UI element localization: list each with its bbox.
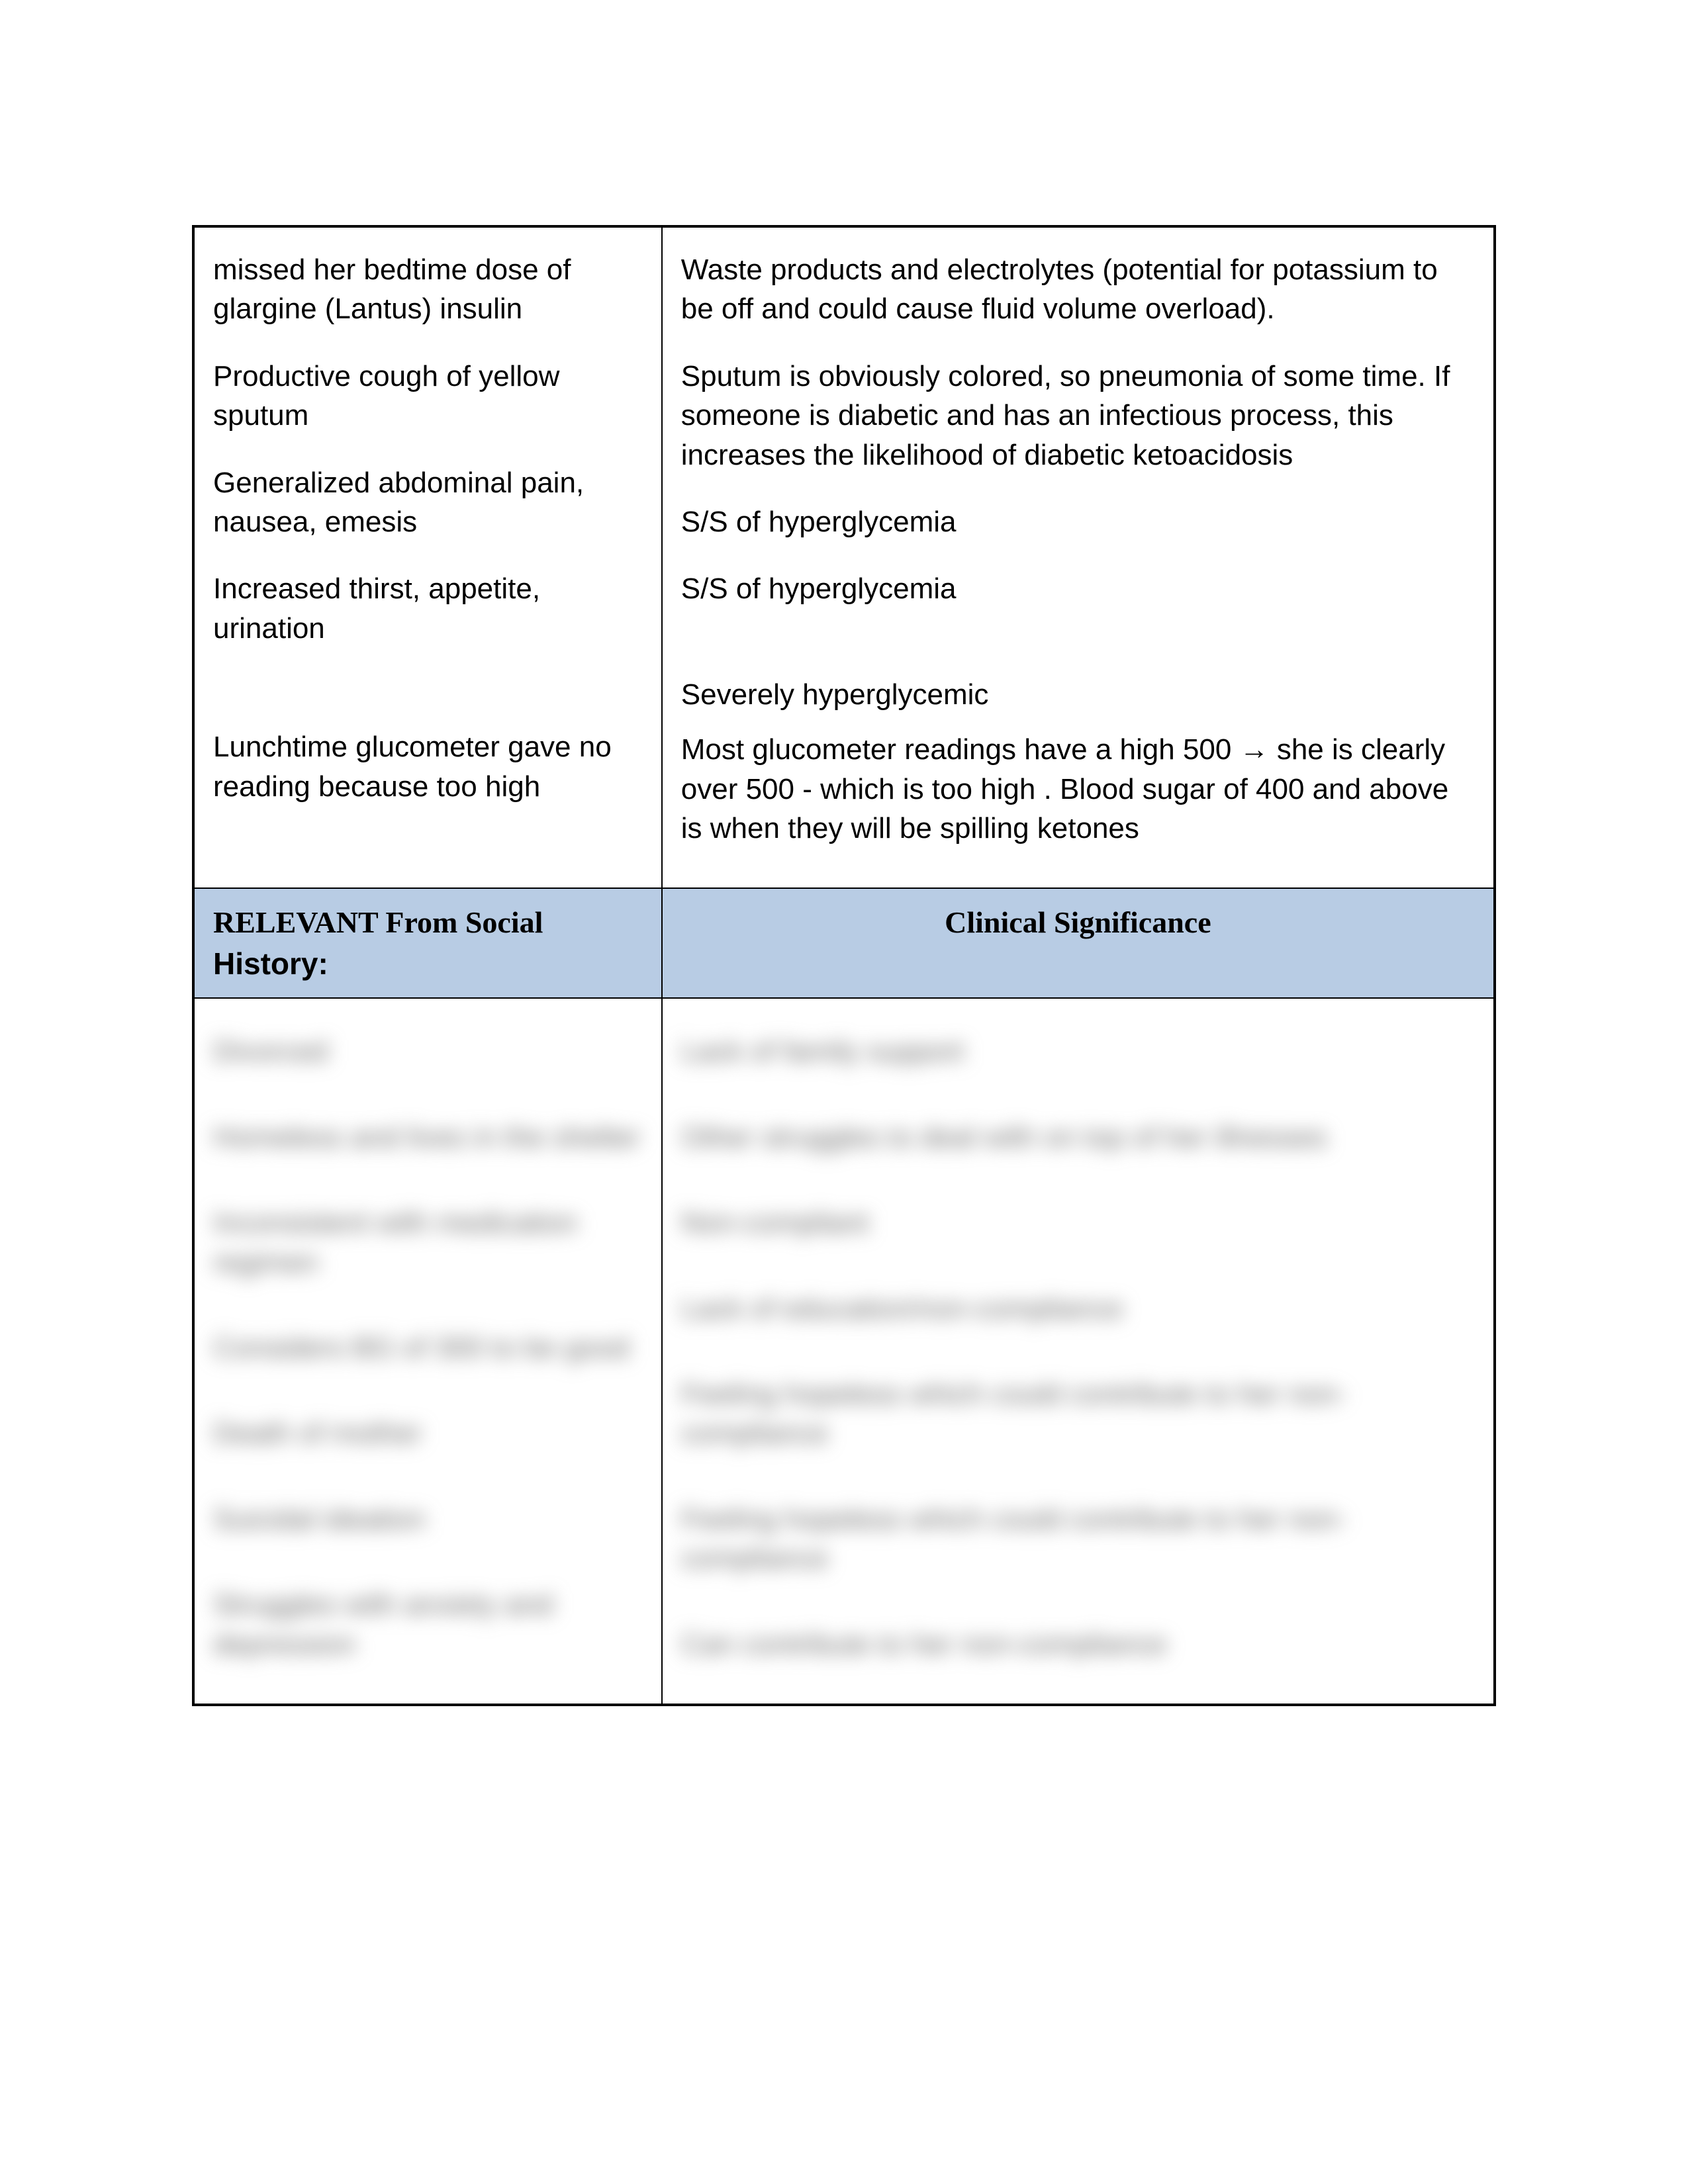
- clinical-table: missed her bedtime dose of glargine (Lan…: [192, 225, 1496, 1706]
- social-significance: Lack of education/non-compliance: [681, 1289, 1475, 1328]
- significance-text-extra: Most glucometer readings have a high 500…: [681, 730, 1475, 848]
- social-significance: Lack of family support: [681, 1032, 1475, 1071]
- significance-text: Waste products and electrolytes (potenti…: [681, 250, 1475, 329]
- bottom-right-cell: Lack of family support Other struggles t…: [662, 998, 1495, 1705]
- social-significance: Non-compliant: [681, 1203, 1475, 1242]
- social-significance: Feeling hopeless which could contribute …: [681, 1375, 1475, 1453]
- top-body-row: missed her bedtime dose of glargine (Lan…: [193, 226, 1495, 888]
- bottom-body-row: Divorced Homeless and lives in the shelt…: [193, 998, 1495, 1705]
- social-item: Divorced: [213, 1032, 643, 1071]
- social-item: Homeless and lives in the shelter: [213, 1118, 643, 1157]
- finding-text: Lunchtime glucometer gave no reading bec…: [213, 727, 643, 806]
- social-item: Considers BG of 300 to be good: [213, 1328, 643, 1367]
- header-left-line1: RELEVANT From Social: [213, 902, 643, 943]
- header-right-cell: Clinical Significance: [662, 888, 1495, 998]
- bottom-left-cell: Divorced Homeless and lives in the shelt…: [193, 998, 662, 1705]
- blur-wrapper: Divorced Homeless and lives in the shelt…: [213, 1032, 643, 1664]
- social-item: Inconsistent with medication regimen: [213, 1203, 643, 1282]
- social-significance: Other struggles to deal with on top of h…: [681, 1118, 1475, 1157]
- section-header-row: RELEVANT From Social History: Clinical S…: [193, 888, 1495, 998]
- finding-text: Increased thirst, appetite, urination: [213, 569, 643, 648]
- finding-text: Productive cough of yellow sputum: [213, 357, 643, 435]
- header-left-cell: RELEVANT From Social History:: [193, 888, 662, 998]
- finding-text: Generalized abdominal pain, nausea, emes…: [213, 463, 643, 542]
- significance-text: S/S of hyperglycemia: [681, 569, 1475, 608]
- social-significance: Feeling hopeless which could contribute …: [681, 1500, 1475, 1578]
- document-page: missed her bedtime dose of glargine (Lan…: [0, 0, 1688, 2184]
- social-item: Suicidal ideation: [213, 1500, 643, 1539]
- top-right-cell: Waste products and electrolytes (potenti…: [662, 226, 1495, 888]
- social-item: Death of mother: [213, 1414, 643, 1453]
- significance-text: S/S of hyperglycemia: [681, 502, 1475, 541]
- significance-text: Severely hyperglycemic: [681, 675, 1475, 714]
- finding-text: missed her bedtime dose of glargine (Lan…: [213, 250, 643, 329]
- header-left-line2: History:: [213, 943, 643, 984]
- blur-wrapper: Lack of family support Other struggles t…: [681, 1032, 1475, 1664]
- social-item: Struggles with anxiety and depression: [213, 1585, 643, 1664]
- significance-text: Sputum is obviously colored, so pneumoni…: [681, 357, 1475, 475]
- social-significance: Can contribute to her non-compliance: [681, 1625, 1475, 1664]
- top-left-cell: missed her bedtime dose of glargine (Lan…: [193, 226, 662, 888]
